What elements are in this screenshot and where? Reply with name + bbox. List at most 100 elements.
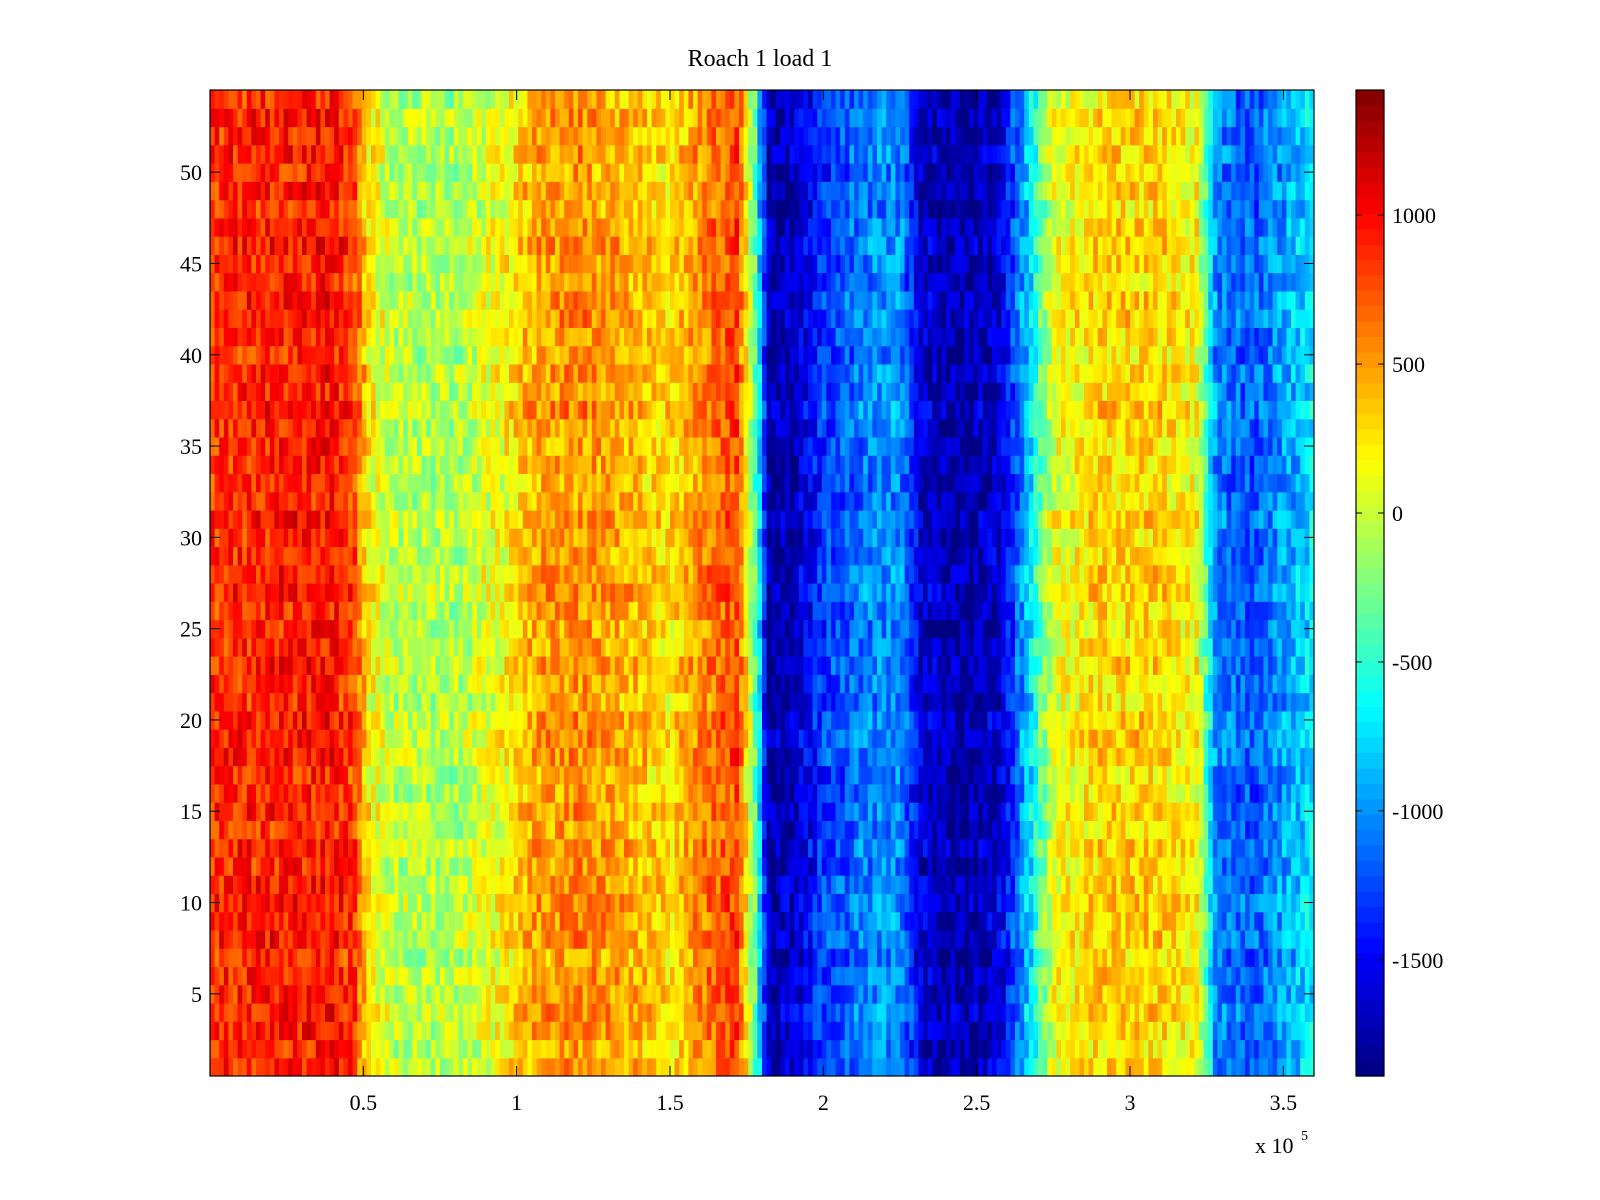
heatmap-cell	[315, 875, 321, 895]
heatmap-cell	[1171, 747, 1177, 767]
heatmap-cell	[260, 802, 266, 821]
heatmap-cell	[274, 765, 280, 785]
heatmap-cell	[858, 783, 864, 803]
heatmap-cell	[1093, 856, 1099, 876]
heatmap-cell	[918, 729, 924, 748]
heatmap-cell	[1125, 820, 1131, 840]
heatmap-cell	[683, 747, 689, 767]
heatmap-cell	[886, 984, 892, 1004]
heatmap-cell	[973, 875, 979, 895]
heatmap-cell	[1295, 1039, 1301, 1059]
heatmap-cell	[1277, 802, 1283, 821]
heatmap-cell	[1134, 1039, 1140, 1059]
heatmap-cell	[490, 856, 496, 876]
heatmap-cell	[697, 1057, 703, 1076]
heatmap-cell	[651, 893, 657, 913]
heatmap-cell	[1249, 710, 1255, 730]
heatmap-cell	[1281, 911, 1287, 931]
heatmap-cell	[798, 710, 804, 730]
heatmap-cell	[835, 838, 841, 858]
heatmap-cell	[647, 966, 653, 986]
heatmap-cell	[380, 875, 386, 895]
heatmap-cell	[854, 984, 860, 1004]
heatmap-cell	[720, 1039, 726, 1059]
heatmap-cell	[601, 820, 607, 840]
heatmap-cell	[1005, 929, 1011, 949]
heatmap-cell	[1235, 875, 1241, 895]
heatmap-cell	[683, 911, 689, 931]
heatmap-cell	[1074, 1002, 1080, 1022]
heatmap-cell	[932, 911, 938, 931]
heatmap-cell	[467, 747, 473, 767]
heatmap-cell	[688, 802, 694, 821]
heatmap-cell	[283, 929, 289, 949]
heatmap-cell	[890, 765, 896, 785]
heatmap-cell	[706, 802, 712, 821]
heatmap-cell	[361, 1002, 367, 1022]
heatmap-cell	[679, 948, 685, 968]
heatmap-cell	[913, 1002, 919, 1022]
heatmap-cell	[302, 765, 308, 785]
heatmap-cell	[780, 747, 786, 767]
heatmap-cell	[1166, 710, 1172, 730]
heatmap-cell	[950, 747, 956, 767]
heatmap-cell	[398, 1021, 404, 1041]
heatmap-cell	[918, 765, 924, 785]
heatmap-cell	[789, 820, 795, 840]
heatmap-cell	[458, 729, 464, 748]
heatmap-cell	[265, 747, 271, 767]
heatmap-cell	[978, 783, 984, 803]
heatmap-cell	[844, 929, 850, 949]
heatmap-cell	[1157, 911, 1163, 931]
heatmap-cell	[463, 1002, 469, 1022]
heatmap-cell	[1166, 966, 1172, 986]
heatmap-cell	[637, 984, 643, 1004]
heatmap-cell	[1231, 948, 1237, 968]
heatmap-cell	[890, 948, 896, 968]
heatmap-cell	[481, 729, 487, 748]
heatmap-cell	[1180, 710, 1186, 730]
heatmap-cell	[394, 856, 400, 876]
heatmap-cell	[536, 692, 542, 712]
heatmap-cell	[1061, 1057, 1067, 1076]
heatmap-cell	[1300, 1057, 1306, 1076]
heatmap-cell	[228, 1039, 234, 1059]
heatmap-cell	[1079, 966, 1085, 986]
heatmap-cell	[495, 875, 501, 895]
heatmap-cell	[1153, 948, 1159, 968]
heatmap-cell	[495, 893, 501, 913]
heatmap-cell	[1309, 783, 1314, 803]
heatmap-cell	[357, 765, 363, 785]
heatmap-cell	[1010, 747, 1016, 767]
heatmap-cell	[1222, 710, 1228, 730]
heatmap-cell	[338, 948, 344, 968]
heatmap-cell	[1079, 948, 1085, 968]
heatmap-cell	[1286, 1039, 1292, 1059]
heatmap-cell	[1107, 893, 1113, 913]
heatmap-cell	[642, 692, 648, 712]
heatmap-cell	[1088, 1039, 1094, 1059]
heatmap-cell	[1295, 729, 1301, 748]
heatmap-cell	[950, 911, 956, 931]
heatmap-cell	[973, 692, 979, 712]
heatmap-cell	[564, 856, 570, 876]
heatmap-cell	[1070, 893, 1076, 913]
heatmap-cell	[706, 783, 712, 803]
heatmap-cell	[371, 948, 377, 968]
heatmap-cell	[527, 802, 533, 821]
heatmap-cell	[440, 875, 446, 895]
heatmap-cell	[394, 929, 400, 949]
heatmap-cell	[1047, 1057, 1053, 1076]
heatmap-cell	[1061, 875, 1067, 895]
heatmap-cell	[1245, 911, 1251, 931]
heatmap-cell	[495, 765, 501, 785]
heatmap-cell	[527, 838, 533, 858]
heatmap-cell	[826, 948, 832, 968]
heatmap-cell	[444, 783, 450, 803]
heatmap-cell	[417, 838, 423, 858]
heatmap-cell	[233, 1002, 239, 1022]
heatmap-cell	[941, 948, 947, 968]
heatmap-cell	[775, 1021, 781, 1041]
heatmap-cell	[237, 948, 243, 968]
heatmap-cell	[610, 893, 616, 913]
